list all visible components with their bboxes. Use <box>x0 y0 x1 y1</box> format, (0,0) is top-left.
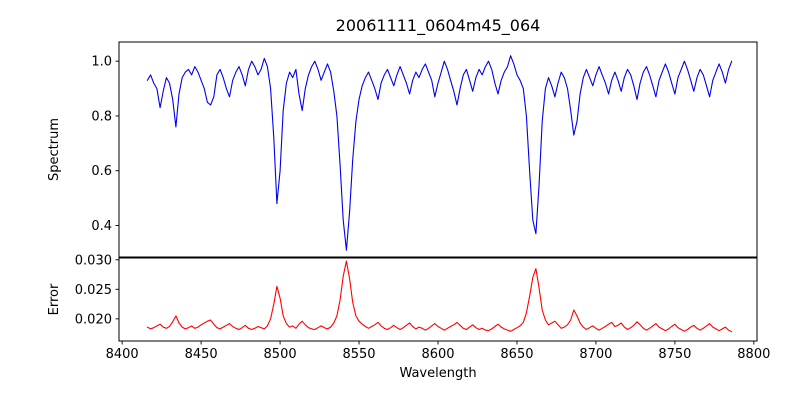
y-tick-label: 1.0 <box>91 55 112 70</box>
chart-title: 20061111_0604m45_064 <box>336 16 541 36</box>
y-tick-label: 0.030 <box>75 253 112 268</box>
error-y-axis-label: Error <box>47 283 62 315</box>
y-tick-label: 0.6 <box>91 164 112 179</box>
x-tick-label: 8450 <box>185 347 218 362</box>
y-tick-label: 0.025 <box>75 283 112 298</box>
y-tick-label: 0.4 <box>91 219 112 234</box>
x-tick-label: 8550 <box>342 347 375 362</box>
x-tick-label: 8400 <box>106 347 139 362</box>
y-tick-label: 0.020 <box>75 312 112 327</box>
spectrum-line <box>146 55 733 251</box>
x-tick-label: 8500 <box>264 347 297 362</box>
y-tick-label: 0.8 <box>91 109 112 124</box>
x-tick-label: 8600 <box>421 347 454 362</box>
x-tick-label: 8650 <box>500 347 533 362</box>
x-tick-label: 8750 <box>658 347 691 362</box>
x-axis-label: Wavelength <box>399 366 476 381</box>
x-tick-label: 8700 <box>579 347 612 362</box>
error-line <box>146 260 733 333</box>
spectrum-y-axis-label: Spectrum <box>47 118 62 181</box>
spectrum-panel-frame <box>118 41 758 258</box>
error-y-axis-ticks: 0.020 0.025 0.030 <box>75 253 119 327</box>
x-tick-label: 8800 <box>737 347 770 362</box>
spectrum-y-axis-ticks: 0.4 0.6 0.8 1.0 <box>91 55 119 234</box>
x-axis-ticks: 8400 8450 8500 8550 8600 8650 8700 8750 8800 <box>106 341 770 362</box>
